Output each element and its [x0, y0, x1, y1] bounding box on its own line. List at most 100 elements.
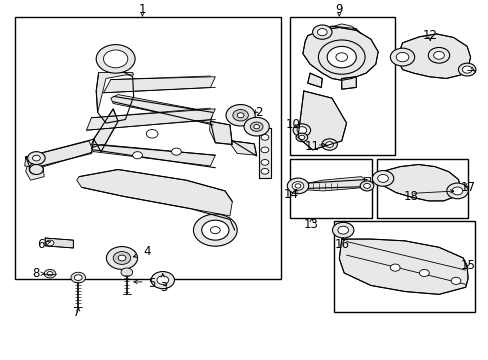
Text: 11: 11 [305, 140, 320, 153]
Circle shape [103, 50, 127, 68]
Text: 8: 8 [33, 267, 40, 280]
Circle shape [372, 171, 393, 186]
Text: 4: 4 [143, 245, 151, 258]
Circle shape [46, 240, 54, 246]
Circle shape [225, 104, 255, 126]
Polygon shape [45, 238, 73, 248]
Circle shape [132, 152, 142, 159]
Circle shape [312, 25, 331, 39]
Circle shape [360, 181, 373, 191]
Polygon shape [86, 109, 215, 130]
Circle shape [446, 183, 467, 199]
Polygon shape [91, 109, 118, 152]
Circle shape [419, 269, 428, 276]
Circle shape [151, 271, 174, 289]
Circle shape [450, 277, 460, 284]
Polygon shape [91, 144, 215, 166]
Circle shape [47, 271, 53, 276]
Circle shape [121, 268, 132, 276]
Polygon shape [96, 72, 133, 112]
Text: 16: 16 [334, 238, 348, 251]
Circle shape [458, 63, 475, 76]
Circle shape [193, 214, 237, 246]
Circle shape [326, 46, 356, 68]
Circle shape [261, 135, 268, 140]
Ellipse shape [29, 163, 40, 174]
Circle shape [317, 28, 326, 36]
Circle shape [292, 124, 310, 137]
Text: 6: 6 [38, 238, 45, 251]
Polygon shape [363, 177, 369, 188]
Circle shape [232, 109, 248, 121]
Text: 5: 5 [148, 277, 156, 290]
Bar [289, 17, 394, 155]
Circle shape [261, 168, 268, 174]
Circle shape [106, 247, 137, 269]
Polygon shape [302, 27, 377, 80]
Circle shape [250, 122, 263, 131]
Text: 12: 12 [422, 29, 437, 42]
Circle shape [261, 147, 268, 153]
Polygon shape [307, 73, 322, 87]
Circle shape [377, 175, 387, 183]
Circle shape [74, 275, 82, 280]
Circle shape [32, 155, 40, 161]
Polygon shape [26, 162, 44, 180]
Polygon shape [295, 177, 366, 191]
Circle shape [28, 152, 45, 165]
Bar [376, 159, 467, 218]
Circle shape [325, 142, 333, 147]
Circle shape [461, 66, 471, 73]
Circle shape [389, 48, 414, 66]
Polygon shape [111, 95, 212, 123]
Circle shape [291, 182, 303, 190]
Polygon shape [77, 170, 232, 216]
Circle shape [294, 184, 300, 188]
Circle shape [210, 226, 220, 234]
Bar [334, 221, 474, 312]
Polygon shape [259, 129, 271, 179]
Text: 15: 15 [460, 259, 475, 272]
Circle shape [395, 53, 408, 62]
Circle shape [237, 113, 244, 118]
Polygon shape [297, 91, 346, 150]
Circle shape [295, 133, 307, 142]
Text: 18: 18 [403, 190, 418, 203]
Circle shape [96, 45, 135, 73]
Polygon shape [25, 141, 94, 168]
Circle shape [318, 40, 365, 74]
Circle shape [261, 159, 268, 165]
Circle shape [113, 252, 130, 264]
Bar [15, 17, 281, 279]
Circle shape [71, 272, 85, 283]
Circle shape [171, 148, 181, 155]
Circle shape [296, 127, 306, 134]
Text: 7: 7 [73, 306, 81, 319]
Polygon shape [339, 239, 467, 294]
Circle shape [157, 276, 168, 284]
Circle shape [244, 117, 269, 136]
Circle shape [44, 269, 56, 278]
Circle shape [363, 183, 370, 188]
Polygon shape [230, 141, 256, 155]
Text: 17: 17 [460, 181, 475, 194]
Text: 2: 2 [255, 106, 262, 119]
Circle shape [321, 139, 337, 150]
Circle shape [451, 187, 462, 195]
Bar [289, 159, 371, 218]
Circle shape [335, 53, 347, 61]
Polygon shape [341, 77, 356, 89]
Circle shape [30, 165, 43, 175]
Text: 10: 10 [285, 118, 300, 131]
Polygon shape [103, 77, 215, 93]
Text: 14: 14 [284, 188, 299, 201]
Polygon shape [379, 165, 460, 201]
Circle shape [253, 125, 259, 129]
Circle shape [298, 135, 304, 140]
Text: 13: 13 [304, 218, 318, 231]
Circle shape [389, 264, 399, 271]
Circle shape [146, 130, 158, 138]
Circle shape [201, 220, 228, 240]
Circle shape [433, 51, 444, 59]
Text: 3: 3 [160, 281, 167, 294]
